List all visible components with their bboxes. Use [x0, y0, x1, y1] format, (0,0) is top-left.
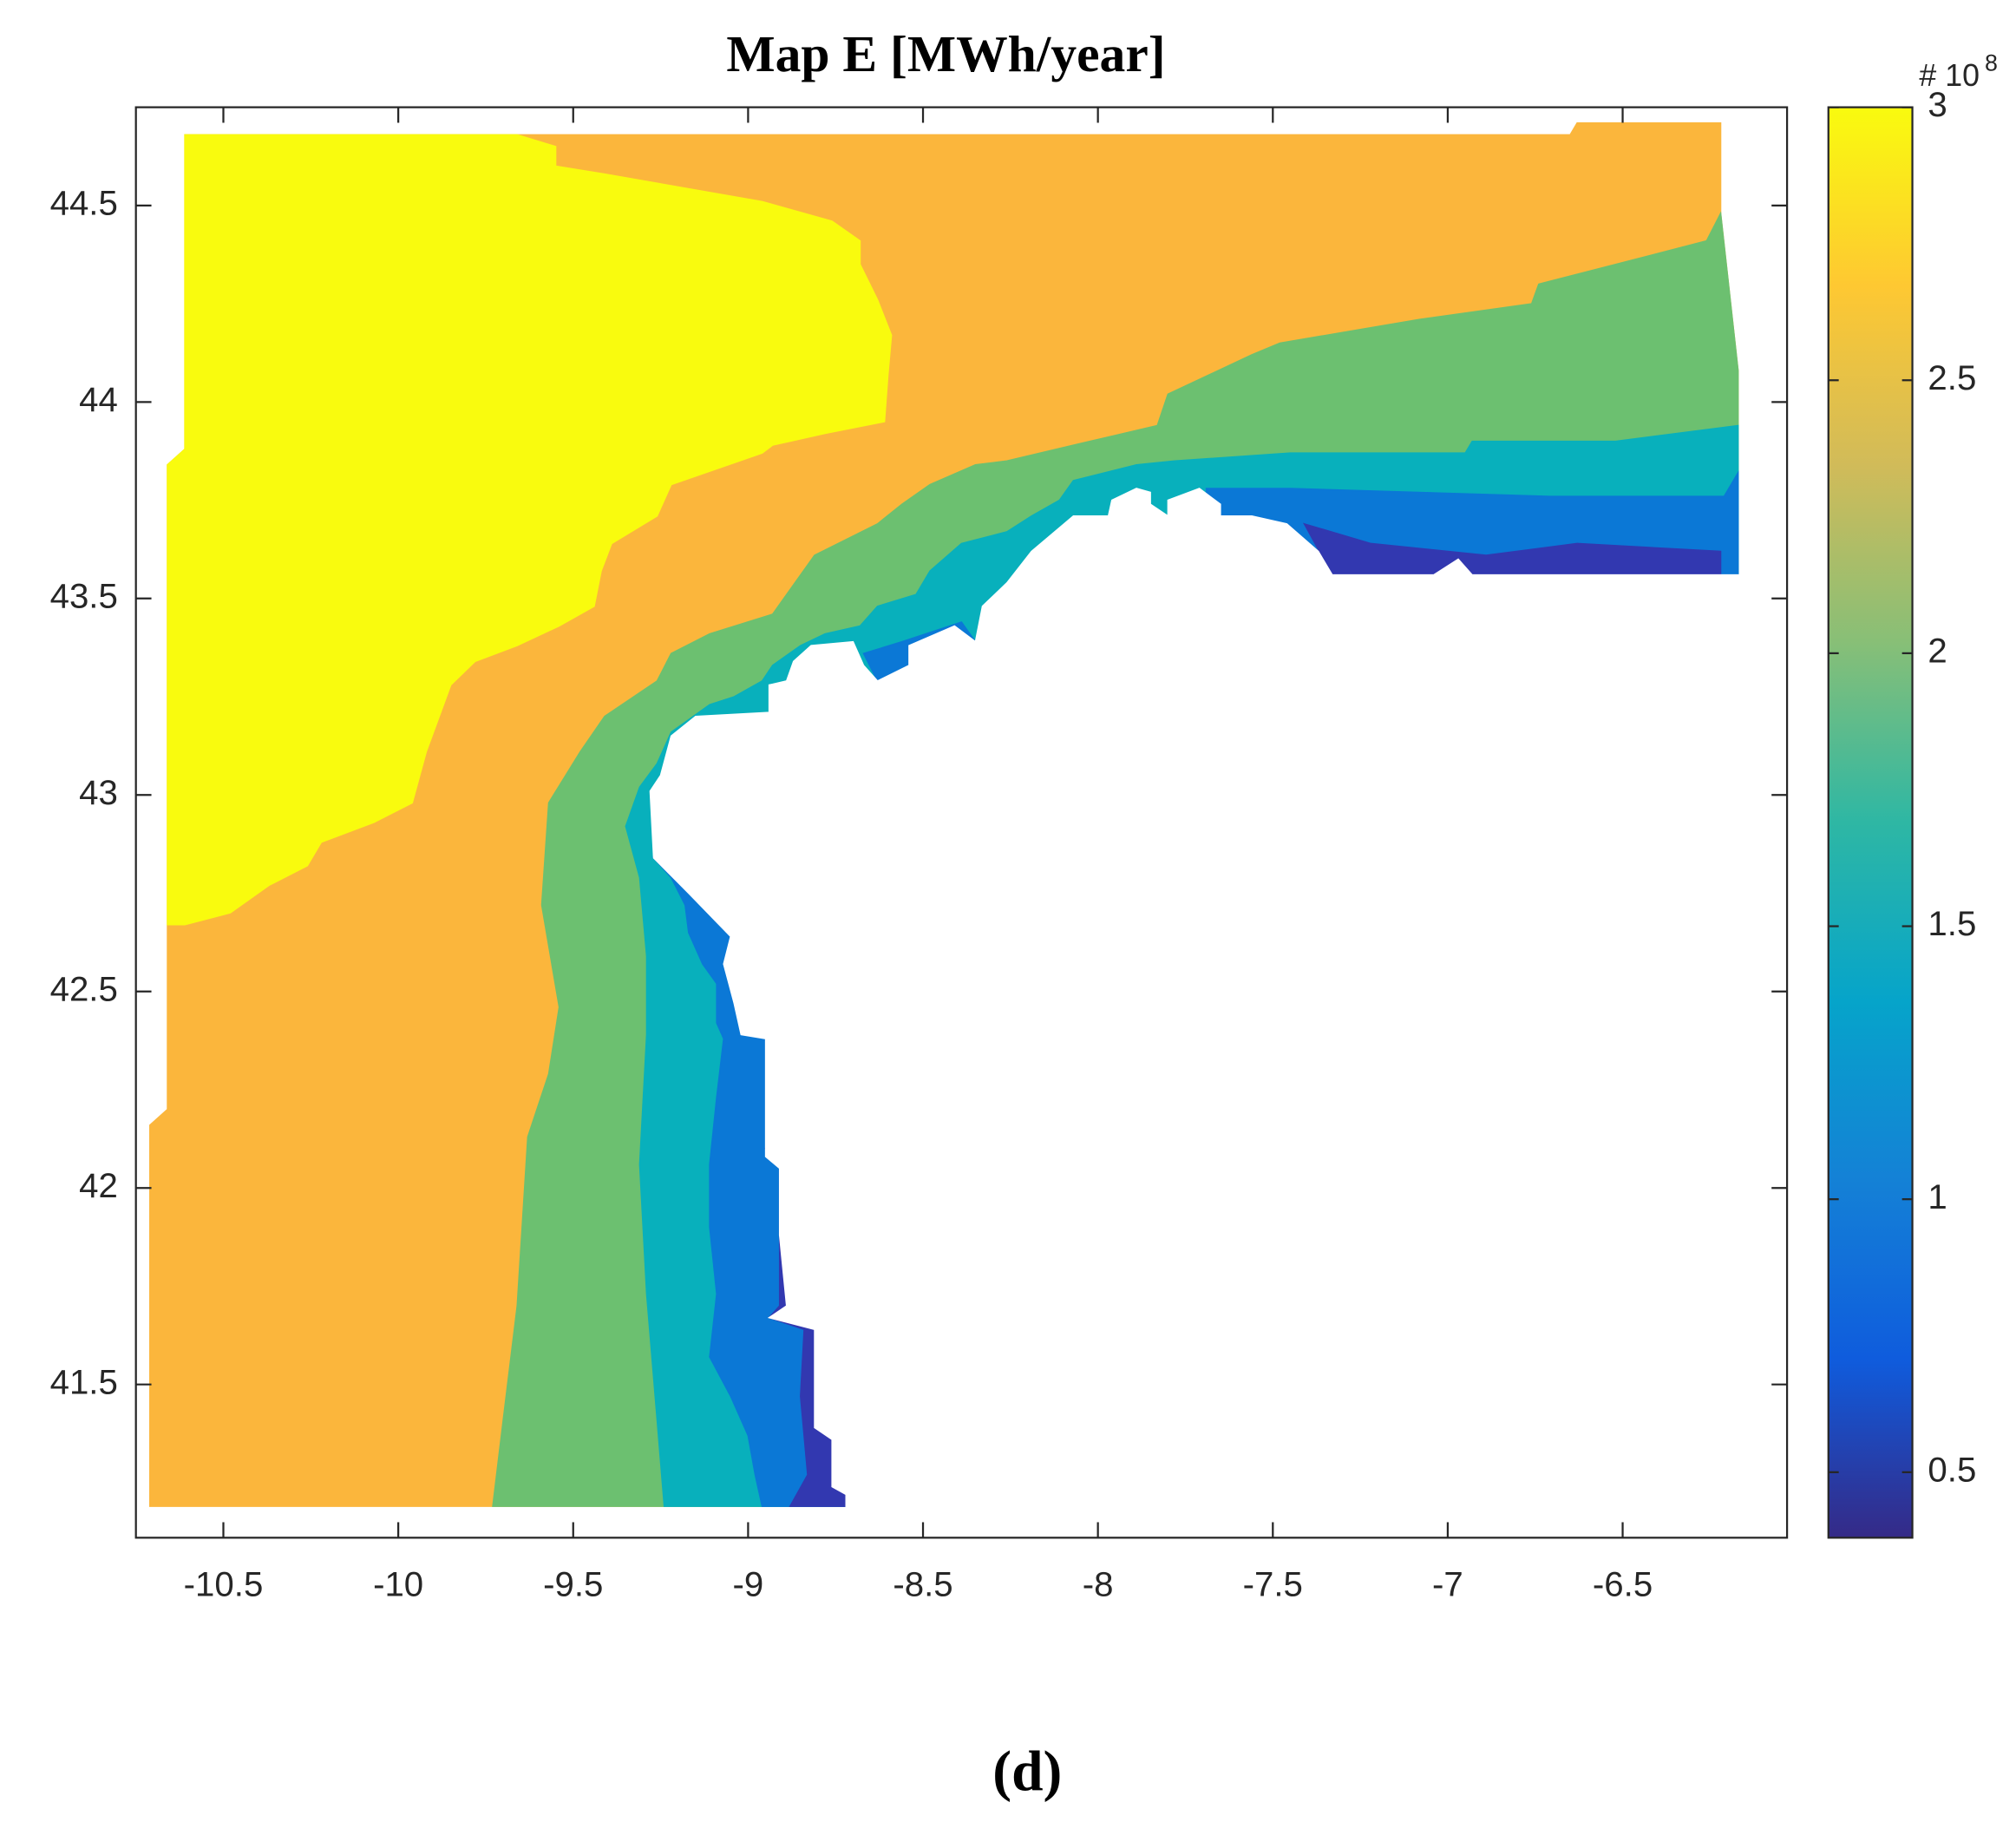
colorbar-tick-label: 0.5	[1928, 1450, 1976, 1489]
y-tick-label: 42	[79, 1166, 118, 1205]
colorbar-exponent: 8	[1985, 50, 1998, 76]
x-tick-label: -10	[373, 1565, 423, 1604]
x-tick-label: -6.5	[1593, 1565, 1653, 1604]
x-tick-label: -7.5	[1243, 1565, 1303, 1604]
colorbar	[1827, 106, 1914, 1539]
colorbar-tick-label: 3	[1928, 85, 1947, 124]
contour-regions	[149, 122, 1788, 1538]
y-tick-label: 42.5	[50, 969, 118, 1008]
colorbar-tick-label: 2.5	[1928, 358, 1976, 397]
x-tick-label: -7	[1432, 1565, 1463, 1604]
x-tick-label: -8.5	[893, 1565, 952, 1604]
x-tick-label: -9	[733, 1565, 764, 1604]
contour-region	[167, 134, 893, 926]
caption: (d)	[992, 1740, 1062, 1803]
x-tick-label: -10.5	[184, 1565, 264, 1604]
axes: -10.5 -10 -9.5 -9 -8.5 -8 -7.5 -7 -6.5 41.5 42 42.5…	[50, 85, 1977, 1603]
no-data-area	[649, 488, 1788, 1538]
y-tick-label: 41.5	[50, 1362, 118, 1401]
x-tick-label: -9.5	[543, 1565, 603, 1604]
chart-title: Map E [MWh/year]	[726, 25, 1165, 82]
plot-frame	[134, 106, 1789, 1539]
colorbar-tick-label: 1	[1928, 1177, 1947, 1216]
y-tick-label: 44.5	[50, 183, 118, 222]
y-tick-label: 43	[79, 773, 118, 812]
colorbar-tick-label: 2	[1928, 632, 1947, 671]
colorbar-label: # 10	[1919, 58, 1980, 93]
colorbar-tick-label: 1.5	[1928, 904, 1976, 943]
y-tick-label: 43.5	[50, 576, 118, 615]
x-tick-label: -8	[1083, 1565, 1114, 1604]
y-tick-label: 44	[79, 380, 118, 419]
